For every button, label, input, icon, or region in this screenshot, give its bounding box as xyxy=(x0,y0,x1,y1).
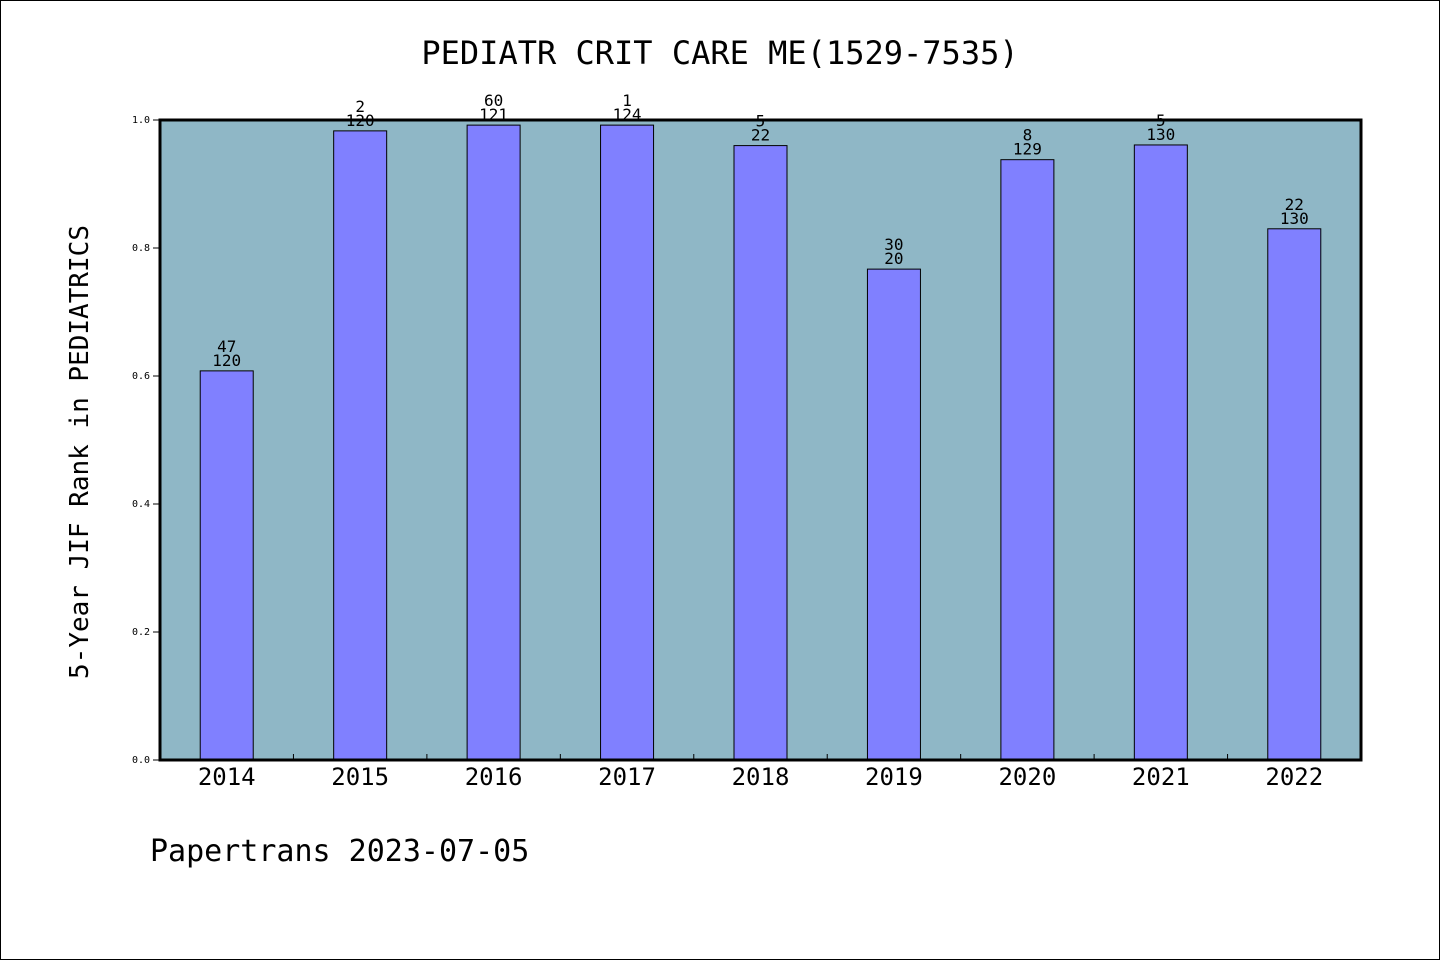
bar-2014 xyxy=(199,370,254,761)
x-tick-label: 2022 xyxy=(1265,763,1323,791)
bar-2018 xyxy=(733,145,788,761)
x-tick-label: 2016 xyxy=(465,763,523,791)
bar-rank-label: 1 xyxy=(622,91,632,110)
y-tick-label: 0.2 xyxy=(132,627,150,638)
chart-title: PEDIATR CRIT CARE ME(1529-7535) xyxy=(421,34,1019,72)
bar-rank-label: 8 xyxy=(1023,126,1033,145)
footer-credit: Papertrans 2023-07-05 xyxy=(150,834,530,869)
y-tick-label: 0.0 xyxy=(132,755,150,766)
bar-2022 xyxy=(1267,228,1322,761)
bar-2016 xyxy=(466,124,521,761)
bar-total-label: 129 xyxy=(1013,140,1042,159)
bar-rank-label: 22 xyxy=(1285,195,1304,214)
bar-rank-label: 30 xyxy=(884,235,903,254)
bar-2017 xyxy=(600,124,655,761)
bar-2021 xyxy=(1133,144,1188,761)
x-tick-label: 2021 xyxy=(1132,763,1190,791)
bar-total-label: 130 xyxy=(1146,125,1175,144)
y-tick-label: 0.4 xyxy=(132,499,150,510)
bar-rank-label: 2 xyxy=(355,97,365,116)
bar-total-label: 22 xyxy=(751,126,770,145)
x-tick-label: 2015 xyxy=(331,763,389,791)
plot-border xyxy=(158,118,1363,762)
bar-2015 xyxy=(333,130,388,761)
bar-rank-label: 47 xyxy=(217,337,236,356)
x-tick-label: 2018 xyxy=(732,763,790,791)
y-tick-label: 0.8 xyxy=(132,243,150,254)
bar-total-label: 20 xyxy=(884,249,903,268)
x-tick-label: 2020 xyxy=(998,763,1056,791)
bar-total-label: 120 xyxy=(212,351,241,370)
bar-2020 xyxy=(1000,159,1055,761)
x-tick-label: 2014 xyxy=(198,763,256,791)
bar-2019 xyxy=(866,268,921,761)
x-tick-label: 2019 xyxy=(865,763,923,791)
y-tick-label: 0.6 xyxy=(132,371,150,382)
y-tick-label: 1.0 xyxy=(132,115,150,126)
bar-total-label: 130 xyxy=(1280,209,1309,228)
x-tick-label: 2017 xyxy=(598,763,656,791)
bar-rank-label: 60 xyxy=(484,91,503,110)
